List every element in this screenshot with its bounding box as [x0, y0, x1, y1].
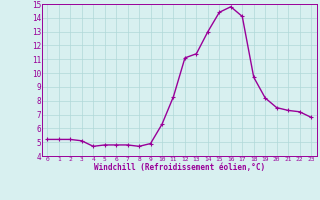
- X-axis label: Windchill (Refroidissement éolien,°C): Windchill (Refroidissement éolien,°C): [94, 163, 265, 172]
